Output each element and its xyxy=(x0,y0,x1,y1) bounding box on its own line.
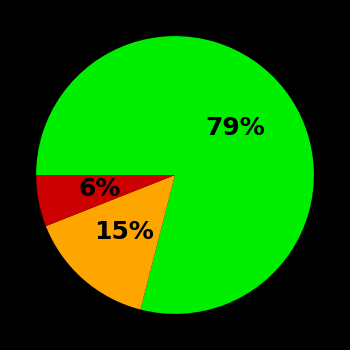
Text: 6%: 6% xyxy=(79,177,121,201)
Wedge shape xyxy=(36,175,175,226)
Wedge shape xyxy=(36,36,314,314)
Text: 15%: 15% xyxy=(94,220,154,244)
Wedge shape xyxy=(46,175,175,309)
Text: 79%: 79% xyxy=(205,116,265,140)
